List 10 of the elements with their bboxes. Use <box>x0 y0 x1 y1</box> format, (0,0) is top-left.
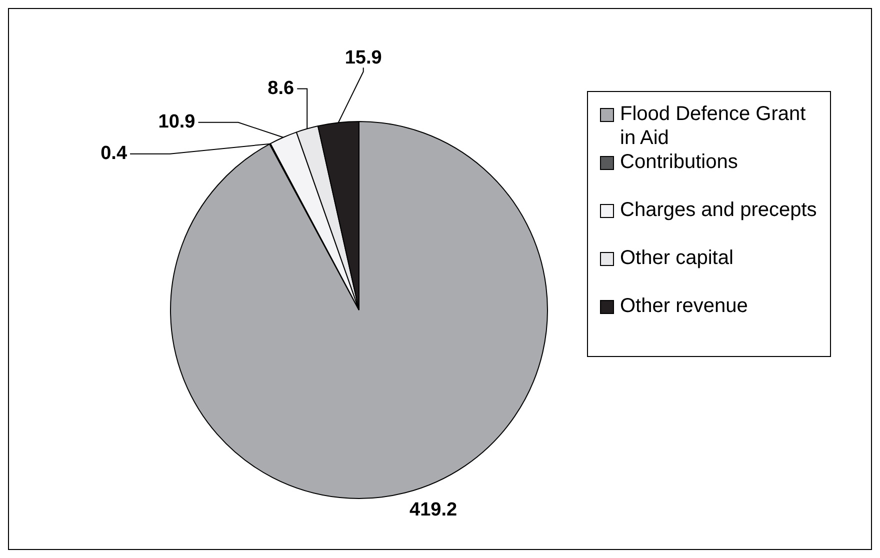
data-label: 0.4 <box>100 143 128 164</box>
legend-label: Other revenue <box>620 294 748 318</box>
data-label: 8.6 <box>268 78 294 100</box>
data-label: 10.9 <box>158 112 196 133</box>
legend-label: Flood Defence Grant in Aid <box>620 102 807 150</box>
legend-label: Charges and precepts <box>620 198 817 222</box>
data-label: 419.2 <box>410 499 458 520</box>
legend-label: Other capital <box>620 246 734 270</box>
data-label: 15.9 <box>344 47 382 68</box>
legend-label: Contributions <box>620 150 738 174</box>
